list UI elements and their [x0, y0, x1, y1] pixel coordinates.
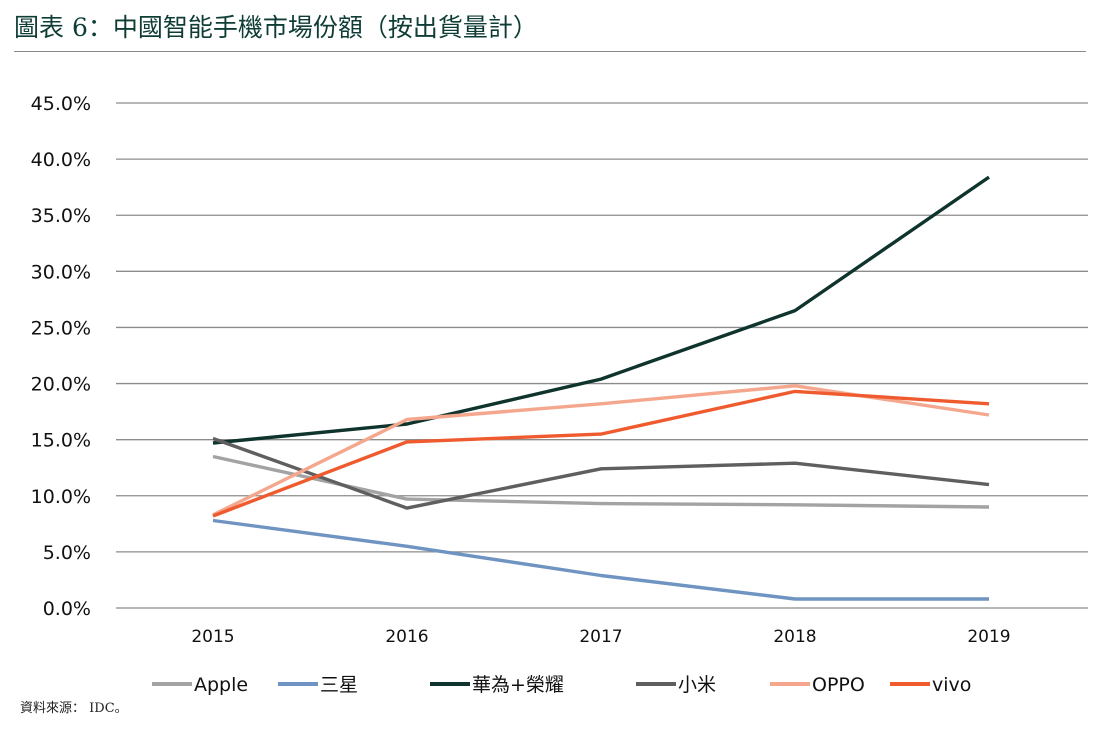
x-axis-ticks: 2015 2016 2017 2018 2019	[191, 627, 1010, 647]
legend-label: 華為+榮耀	[472, 674, 564, 696]
y-tick-label: 5.0%	[43, 542, 91, 564]
y-tick-label: 45.0%	[31, 93, 91, 115]
y-tick-label: 40.0%	[31, 149, 91, 171]
series-line-2	[212, 175, 990, 445]
y-tick-label: 25.0%	[31, 317, 91, 339]
y-tick-label: 30.0%	[31, 261, 91, 283]
x-tick-label: 2019	[967, 627, 1010, 647]
x-tick-label: 2016	[385, 627, 428, 647]
legend-label: OPPO	[812, 674, 865, 696]
y-tick-label: 10.0%	[31, 486, 91, 508]
y-axis-ticks: 0.0% 5.0% 10.0% 15.0% 20.0% 25.0% 30.0% 35.0% 40…	[31, 93, 91, 620]
x-tick-label: 2017	[579, 627, 622, 647]
title-divider	[14, 51, 1086, 52]
legend-label: 三星	[320, 674, 358, 696]
source-note: 資料來源： IDC。	[20, 701, 128, 716]
series-line-5	[212, 389, 990, 518]
chart-title: 圖表 6：中國智能手機市場份額（按出貨量計）	[14, 13, 538, 42]
legend-label: Apple	[194, 674, 248, 696]
series-line-1	[212, 518, 989, 601]
gridlines	[116, 102, 1088, 609]
legend-label: vivo	[932, 674, 971, 696]
y-tick-label: 20.0%	[31, 374, 91, 396]
series-lines	[212, 175, 990, 601]
legend: Apple 三星 華為+榮耀 小米 OPPO vivo	[152, 674, 971, 696]
y-tick-label: 0.0%	[43, 598, 91, 620]
x-tick-label: 2015	[191, 627, 234, 647]
legend-label: 小米	[678, 674, 716, 696]
y-tick-label: 15.0%	[31, 430, 91, 452]
x-tick-label: 2018	[773, 627, 816, 647]
series-line-3	[212, 436, 990, 510]
y-tick-label: 35.0%	[31, 205, 91, 227]
